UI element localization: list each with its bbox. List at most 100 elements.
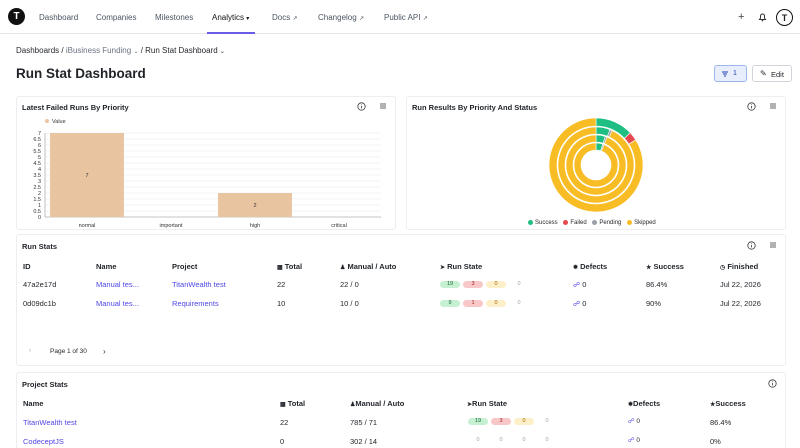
nav-public-api[interactable]: Public API ↗ bbox=[384, 13, 428, 22]
col-success[interactable]: ★ Success bbox=[646, 262, 684, 271]
data-label: 7 bbox=[85, 173, 88, 179]
person-icon: ♟ bbox=[340, 265, 346, 271]
info-icon[interactable] bbox=[357, 102, 366, 113]
breadcrumb-current[interactable]: Run Stat Dashboard bbox=[145, 46, 218, 55]
col-manual-auto[interactable]: ♟ Manual / Auto bbox=[340, 262, 396, 271]
menu-icon[interactable] bbox=[769, 102, 777, 112]
cell-name-link[interactable]: CodeceptJS bbox=[23, 437, 64, 446]
avatar[interactable]: T bbox=[776, 9, 793, 26]
col-success-label: Success bbox=[715, 399, 746, 408]
runner-icon: ➤ bbox=[467, 402, 473, 408]
menu-icon[interactable] bbox=[379, 102, 387, 112]
cell-finished: Jul 22, 2026 bbox=[720, 280, 761, 289]
y-tick-label: 5.5 bbox=[33, 149, 41, 155]
state-skipped-badge: 0 bbox=[517, 281, 521, 287]
cell-id: 0d09dc1b bbox=[23, 299, 56, 308]
info-icon[interactable] bbox=[768, 379, 777, 390]
legend-failed-swatch bbox=[563, 220, 569, 225]
legend-pending[interactable]: Pending bbox=[592, 220, 621, 226]
legend-failed-label: Failed bbox=[570, 220, 587, 227]
edit-button[interactable]: ✎ Edit bbox=[752, 65, 792, 82]
nav-dashboard[interactable]: Dashboard bbox=[39, 13, 79, 22]
bar-high bbox=[218, 193, 292, 217]
cell-defects-count: 0 bbox=[636, 418, 641, 425]
page-title: Run Stat Dashboard bbox=[16, 66, 146, 81]
legend-failed[interactable]: Failed bbox=[563, 220, 587, 227]
col-manual-auto[interactable]: ♟Manual / Auto bbox=[350, 399, 404, 408]
next-page-button[interactable]: › bbox=[103, 347, 106, 356]
col-run-state-label: Run State bbox=[472, 399, 508, 408]
list-icon: ▦ bbox=[280, 402, 286, 408]
col-run-state-label: Run State bbox=[447, 262, 483, 271]
menu-icon[interactable] bbox=[769, 241, 777, 251]
cell-defects: ☍ 0 bbox=[628, 417, 640, 425]
y-tick-label: 4 bbox=[38, 167, 41, 173]
col-defects[interactable]: ✹ Defects bbox=[573, 262, 607, 271]
col-success[interactable]: ★Success bbox=[710, 399, 746, 408]
legend-success[interactable]: Success bbox=[528, 220, 558, 226]
card-title: Run Results By Priority And Status bbox=[412, 103, 538, 112]
col-finished[interactable]: ◷ Finished bbox=[720, 262, 758, 271]
nav-milestones[interactable]: Milestones bbox=[155, 13, 194, 22]
cell-defects: ☍ 0 bbox=[573, 299, 586, 308]
filter-icon bbox=[721, 70, 729, 80]
cell-defects-count: 0 bbox=[582, 280, 587, 289]
state-success-badge: 0 bbox=[476, 437, 480, 443]
y-tick-label: 6.5 bbox=[33, 137, 41, 143]
chevron-down-icon[interactable]: ⌄ bbox=[133, 49, 139, 55]
col-run-state[interactable]: ➤Run State bbox=[467, 399, 507, 408]
state-success-badge: 19 bbox=[468, 418, 488, 425]
info-icon[interactable] bbox=[747, 102, 756, 113]
filter-button[interactable]: 1 bbox=[714, 65, 747, 82]
legend-skipped-label: Skipped bbox=[634, 220, 656, 227]
chevron-down-icon[interactable]: ⌄ bbox=[219, 49, 225, 55]
col-total-label: Total bbox=[284, 262, 303, 271]
col-name[interactable]: Name bbox=[23, 399, 44, 408]
cell-name-link[interactable]: TitanWealth test bbox=[23, 418, 77, 427]
nav-changelog-label: Changelog bbox=[318, 13, 357, 22]
col-defects-label: Defects bbox=[633, 399, 661, 408]
col-run-state[interactable]: ➤ Run State bbox=[440, 262, 482, 271]
cell-project-link[interactable]: Requirements bbox=[172, 299, 219, 308]
pencil-icon: ✎ bbox=[760, 69, 767, 78]
state-success-badge: 19 bbox=[440, 281, 460, 288]
info-icon[interactable] bbox=[747, 241, 756, 252]
nav-companies[interactable]: Companies bbox=[96, 13, 137, 22]
cell-total: 22 bbox=[280, 418, 289, 427]
nav-public-api-label: Public API bbox=[384, 13, 421, 22]
col-name[interactable]: Name bbox=[96, 262, 117, 271]
col-defects-label: Defects bbox=[580, 262, 608, 271]
breadcrumb-dashboards[interactable]: Dashboards bbox=[16, 46, 60, 55]
cell-defects-count: 0 bbox=[582, 299, 587, 308]
col-id[interactable]: ID bbox=[23, 262, 31, 271]
trophy-icon: ★ bbox=[710, 402, 716, 408]
col-defects[interactable]: ✹Defects bbox=[628, 399, 660, 408]
col-project[interactable]: Project bbox=[172, 262, 198, 271]
cell-name-link[interactable]: Manual tes... bbox=[96, 280, 139, 289]
y-tick-label: 0.5 bbox=[33, 209, 41, 215]
x-tick-label: high bbox=[250, 223, 260, 229]
legend-pending-label: Pending bbox=[599, 220, 622, 227]
edit-label: Edit bbox=[771, 70, 784, 79]
bug-icon: ✹ bbox=[628, 402, 634, 408]
cell-manual-auto: 302 / 14 bbox=[350, 437, 378, 446]
cell-name-link[interactable]: Manual tes... bbox=[96, 299, 139, 308]
list-icon: ▦ bbox=[277, 265, 283, 271]
legend-success-label: Success bbox=[535, 220, 558, 227]
col-total[interactable]: ▦ Total bbox=[277, 262, 302, 271]
col-total[interactable]: ▦ Total bbox=[280, 399, 305, 408]
bell-icon[interactable] bbox=[758, 12, 767, 24]
state-pending-badge: 0 bbox=[522, 437, 526, 443]
cell-project-link[interactable]: TitanWealth test bbox=[172, 280, 226, 289]
nav-changelog[interactable]: Changelog ↗ bbox=[318, 13, 364, 22]
cell-success: 86.4% bbox=[710, 418, 732, 427]
logo[interactable]: T bbox=[8, 8, 25, 25]
breadcrumb-company[interactable]: iBusiness Funding bbox=[65, 46, 132, 55]
link-icon: ☍ bbox=[628, 418, 635, 425]
nav-analytics[interactable]: Analytics ▾ bbox=[212, 13, 249, 22]
card-title: Latest Failed Runs By Priority bbox=[22, 103, 129, 112]
legend-skipped[interactable]: Skipped bbox=[627, 220, 656, 226]
plus-icon[interactable]: + bbox=[738, 11, 745, 23]
nav-docs[interactable]: Docs ↗ bbox=[272, 13, 298, 22]
prev-page-button[interactable]: ‹ bbox=[29, 347, 32, 354]
